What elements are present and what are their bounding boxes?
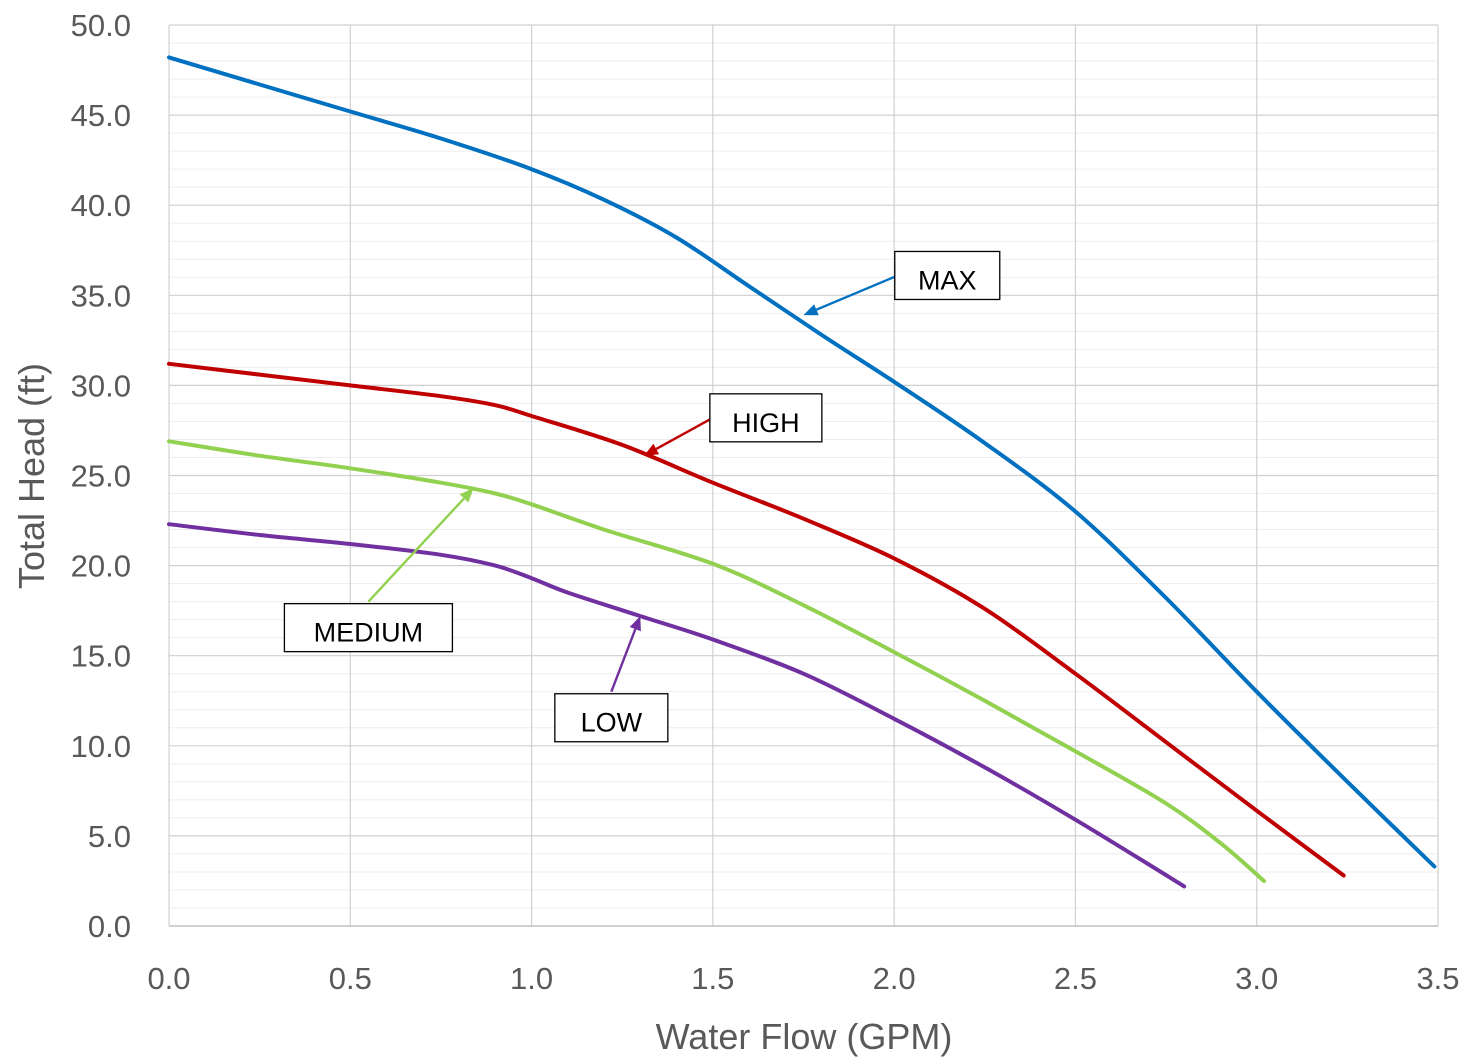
- y-tick-label: 50.0: [71, 8, 131, 43]
- y-tick-label: 45.0: [71, 98, 131, 133]
- callout-label: HIGH: [732, 408, 800, 438]
- callout-label: MAX: [918, 265, 977, 295]
- y-axis-title: Total Head (ft): [11, 363, 52, 589]
- callout-arrow-line: [367, 497, 465, 603]
- y-tick-label: 25.0: [71, 459, 131, 494]
- x-tick-label: 1.5: [691, 961, 734, 996]
- series-line-max: [167, 55, 1437, 869]
- y-tick-label: 30.0: [71, 368, 131, 403]
- callout-medium: MEDIUM: [283, 488, 474, 653]
- callout-box: [283, 602, 454, 653]
- y-tick-label: 5.0: [88, 819, 131, 854]
- grid-minor: [169, 42, 1438, 909]
- callout-arrow-line: [655, 416, 714, 450]
- x-tick-label: 3.0: [1235, 961, 1278, 996]
- x-tick-label: 2.5: [1054, 961, 1097, 996]
- series-lines: [167, 55, 1437, 889]
- callout-low: LOW: [554, 616, 669, 743]
- series-line-high: [167, 361, 1346, 878]
- callout-label: MEDIUM: [314, 618, 424, 648]
- y-tick-label: 15.0: [71, 639, 131, 674]
- callout-max: MAX: [803, 250, 1001, 316]
- axis-lines: [168, 25, 1438, 927]
- callout-arrow-head: [644, 443, 660, 456]
- callout-box: [894, 250, 1001, 301]
- series-line-medium: [167, 439, 1266, 883]
- callout-box: [554, 693, 669, 743]
- callout-box: [709, 393, 823, 443]
- x-tick-label: 2.0: [873, 961, 916, 996]
- x-tick-label: 0.5: [329, 961, 372, 996]
- y-tick-label: 10.0: [71, 729, 131, 764]
- y-tick-label: 35.0: [71, 278, 131, 313]
- callout-arrow-head: [459, 488, 474, 503]
- y-tick-label: 0.0: [88, 909, 131, 944]
- x-axis-title: Water Flow (GPM): [656, 1016, 953, 1057]
- y-tick-labels: 0.0 5.0 10.0 15.0 20.0 25.0 30.0 35.0 40.0 45.0 50…: [71, 8, 131, 944]
- x-tick-label: 1.0: [510, 961, 553, 996]
- grid-major: [169, 24, 1439, 926]
- callout-label: LOW: [581, 708, 643, 738]
- callouts: MAX HIGH MEDIUM LOW: [283, 250, 1001, 743]
- callout-arrow-line: [610, 628, 637, 693]
- callout-arrow-head: [803, 304, 819, 316]
- x-tick-label: 0.0: [147, 961, 190, 996]
- y-tick-label: 40.0: [71, 188, 131, 223]
- y-tick-label: 20.0: [71, 549, 131, 584]
- callout-high: HIGH: [644, 393, 823, 456]
- callout-arrow-line: [815, 274, 899, 311]
- series-line-low: [167, 522, 1187, 889]
- x-tick-label: 3.5: [1416, 961, 1459, 996]
- x-tick-labels: 0.0 0.5 1.0 1.5 2.0 2.5 3.0 3.5: [147, 961, 1459, 996]
- callout-arrow-head: [629, 616, 641, 632]
